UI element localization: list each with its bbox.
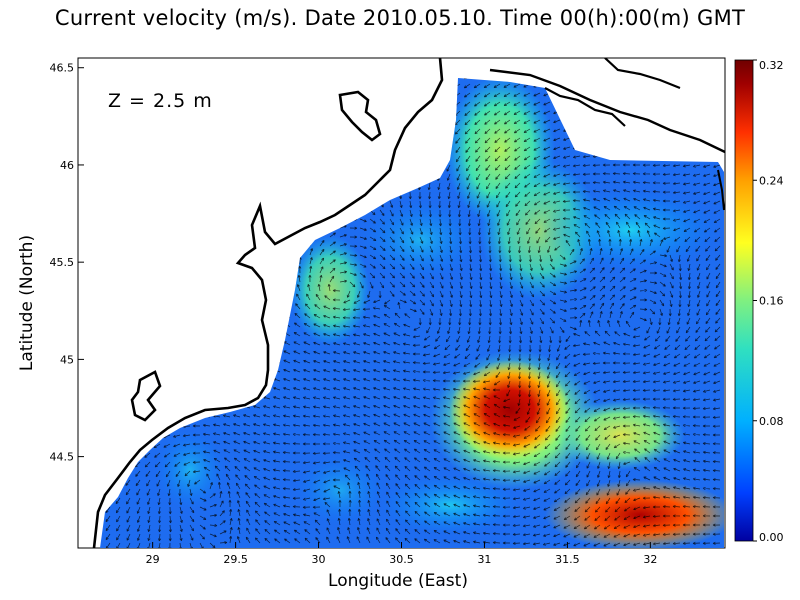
y-axis-ticks: 44.5 45 45.5 46 46.5 [50, 62, 84, 464]
coastal-inlet [544, 87, 626, 127]
x-tick-label: 30 [312, 553, 326, 566]
depth-label: Z = 2.5 m [108, 90, 213, 112]
y-tick-label: 46.5 [50, 62, 75, 75]
colorbar-tick-label: 0.24 [759, 174, 784, 187]
northern-coast [604, 58, 681, 90]
eastern-coastline [489, 68, 725, 154]
colorbar [734, 59, 754, 542]
y-tick-label: 45.5 [50, 256, 75, 269]
x-tick-label: 29.5 [223, 553, 248, 566]
x-tick-label: 29 [146, 553, 160, 566]
y-tick-label: 45 [60, 353, 74, 366]
y-tick-label: 46 [60, 159, 74, 172]
x-tick-label: 32 [643, 553, 657, 566]
colorbar-tick-label: 0.16 [759, 295, 784, 308]
y-tick-label: 44.5 [50, 451, 75, 464]
island-north [338, 90, 382, 142]
colorbar-ticks: 0.00 0.08 0.16 0.24 0.32 [753, 59, 784, 544]
x-axis-label: Longitude (East) [328, 571, 468, 591]
estuary-west [130, 370, 162, 422]
colorbar-tick-label: 0.00 [759, 531, 784, 544]
x-axis-ticks: 29 29.5 30 30.5 31 31.5 32 [146, 542, 657, 566]
x-tick-label: 30.5 [389, 553, 414, 566]
x-tick-label: 31.5 [555, 553, 580, 566]
western-coastline [92, 58, 444, 548]
map-title: Current velocity (m/s). Date 2010.05.10.… [54, 6, 746, 30]
colorbar-tick-label: 0.32 [759, 59, 784, 72]
y-axis-label: Latitude (North) [17, 235, 37, 371]
eastern-edge-coast [717, 169, 725, 211]
x-tick-label: 31 [477, 553, 491, 566]
colorbar-tick-label: 0.08 [759, 415, 784, 428]
